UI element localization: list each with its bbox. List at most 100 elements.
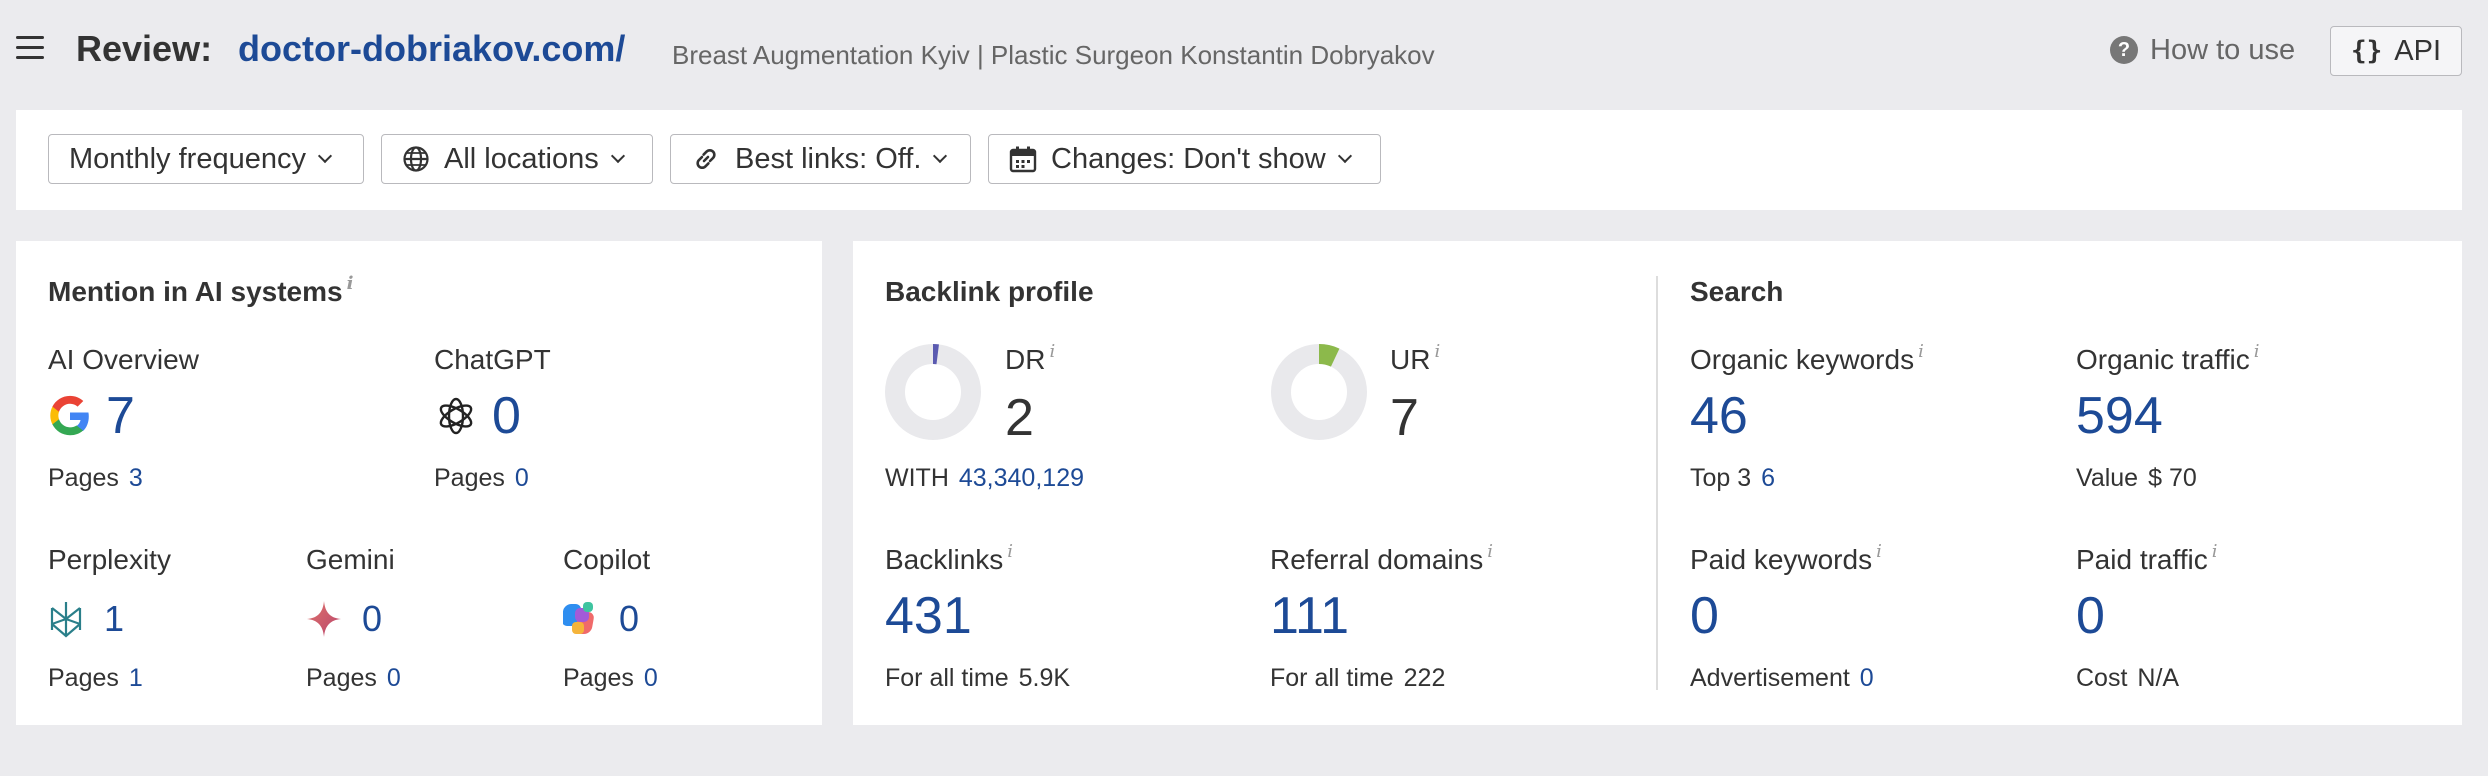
page-title-label: Review:: [76, 28, 213, 69]
copilot-label: Copilot: [563, 544, 651, 575]
filter-label: Changes: Don't show: [1051, 142, 1326, 175]
pages-link[interactable]: 0: [643, 664, 658, 692]
chatgpt-icon: [439, 397, 473, 435]
pages-link[interactable]: 0: [514, 464, 529, 492]
pages-link[interactable]: 0: [386, 664, 401, 692]
menu-hamburger-icon[interactable]: [16, 36, 44, 62]
changes-dropdown[interactable]: Changes: Don't show: [988, 134, 1381, 184]
info-icon[interactable]: i: [1487, 541, 1493, 562]
paid-keywords-label: Paid keywords i: [1690, 541, 1882, 575]
perplexity-pages: Pages 1: [48, 664, 143, 692]
chatgpt-value[interactable]: 0: [492, 387, 521, 445]
paid-traffic-value[interactable]: 0: [2076, 587, 2105, 645]
chatgpt-pages: Pages 0: [434, 464, 529, 492]
organic-keywords-label: Organic keywords i: [1690, 341, 1924, 375]
gemini-label: Gemini: [306, 544, 395, 575]
pages-link[interactable]: 1: [128, 664, 143, 692]
with-link[interactable]: 43,340,129: [958, 464, 1084, 492]
paid-keywords-value[interactable]: 0: [1690, 587, 1719, 645]
filter-label: Best links: Off.: [735, 142, 922, 175]
info-icon[interactable]: i: [2253, 341, 2260, 362]
gemini-value[interactable]: 0: [362, 598, 383, 639]
info-icon[interactable]: i: [2211, 541, 2218, 562]
backlinks-label: Backlinks i: [885, 541, 1014, 575]
page-description: Breast Augmentation Kyiv | Plastic Surge…: [672, 40, 1435, 70]
dr-donut: [885, 344, 981, 440]
question-circle-icon: ?: [2110, 36, 2138, 64]
filter-label: All locations: [444, 142, 599, 175]
best-links-dropdown[interactable]: Best links: Off.: [670, 134, 971, 184]
perplexity-value[interactable]: 1: [104, 598, 125, 639]
copilot-icon: [563, 602, 594, 634]
chatgpt-label: ChatGPT: [434, 344, 551, 375]
paid-keywords-advertisement: Advertisement 0: [1690, 664, 1874, 692]
section-divider: [1656, 276, 1658, 690]
link-icon: [696, 148, 716, 170]
backlink-search-panel: [853, 241, 2462, 725]
info-icon[interactable]: i: [1918, 341, 1924, 362]
chevron-down-icon: [610, 148, 625, 164]
gemini-metric: 0: [306, 600, 382, 638]
chatgpt-metric: 0: [434, 390, 521, 442]
backlink-profile-title: Backlink profile: [885, 276, 1094, 307]
chevron-down-icon: [1337, 148, 1352, 164]
info-icon[interactable]: i: [1007, 541, 1014, 562]
dr-label: DR i: [1005, 341, 1056, 375]
dr-donut-track: [885, 344, 981, 440]
locations-dropdown[interactable]: All locations: [381, 134, 653, 184]
info-icon[interactable]: i: [1434, 341, 1441, 362]
chevron-down-icon: [317, 148, 333, 164]
ur-donut-arc: [1271, 344, 1367, 440]
perplexity-metric: 1: [48, 600, 124, 638]
api-label: API: [2394, 34, 2442, 67]
how-to-use-label: How to use: [2150, 33, 2296, 66]
ur-label: UR i: [1390, 341, 1441, 375]
ai-overview-pages: Pages 3: [48, 464, 143, 492]
info-icon[interactable]: i: [1876, 541, 1882, 562]
filter-label: Monthly frequency: [69, 142, 306, 175]
copilot-pages: Pages 0: [563, 664, 658, 692]
copilot-metric: 0: [563, 600, 639, 638]
backlinks-value[interactable]: 431: [885, 587, 972, 645]
perplexity-label: Perplexity: [48, 544, 171, 575]
backlinks-all-time: For all time 5.9K: [885, 664, 1071, 692]
ai-overview-metric: 7: [48, 390, 135, 442]
referral-domains-all-time: For all time 222: [1270, 664, 1446, 692]
gemini-pages: Pages 0: [306, 664, 401, 692]
ur-value: 7: [1390, 389, 1419, 447]
calendar-icon: [1009, 146, 1037, 173]
search-title: Search: [1690, 276, 1784, 307]
ai-overview-value[interactable]: 7: [106, 387, 135, 445]
dr-with: WITH 43,340,129: [885, 464, 1084, 492]
page-title-domain-link[interactable]: doctor-dobriakov.com/: [238, 28, 626, 69]
info-icon[interactable]: i: [1049, 341, 1056, 362]
info-icon[interactable]: i: [346, 273, 354, 294]
copilot-value[interactable]: 0: [619, 598, 640, 639]
paid-traffic-cost: Cost N/A: [2076, 664, 2180, 692]
organic-traffic-value[interactable]: 594: [2076, 387, 2163, 445]
organic-traffic-label: Organic traffic i: [2076, 341, 2260, 375]
referral-domains-label: Referral domains i: [1270, 541, 1493, 575]
top3-link[interactable]: 6: [1761, 464, 1776, 492]
api-button[interactable]: {} API: [2330, 26, 2462, 76]
monthly-frequency-dropdown[interactable]: Monthly frequency: [48, 134, 364, 184]
dr-value: 2: [1005, 389, 1034, 447]
organic-keywords-value[interactable]: 46: [1690, 387, 1748, 445]
referral-domains-value[interactable]: 111: [1270, 587, 1350, 645]
braces-icon: {}: [2350, 36, 2383, 66]
gemini-icon: [307, 601, 341, 637]
ur-donut: [1271, 344, 1367, 440]
dr-donut-arc: [885, 344, 981, 440]
ur-donut-track: [1271, 344, 1367, 440]
pages-link[interactable]: 3: [128, 464, 143, 492]
paid-traffic-label: Paid traffic i: [2076, 541, 2218, 575]
google-icon: [50, 395, 89, 436]
ai-mentions-title: Mention in AI systems i: [48, 273, 354, 307]
globe-icon: [403, 146, 429, 172]
ai-overview-label: AI Overview: [48, 344, 199, 375]
chevron-down-icon: [933, 148, 948, 164]
ai-mentions-panel: [16, 241, 822, 725]
advertisement-link[interactable]: 0: [1859, 664, 1874, 692]
how-to-use-link[interactable]: ? How to use: [2110, 32, 2295, 68]
